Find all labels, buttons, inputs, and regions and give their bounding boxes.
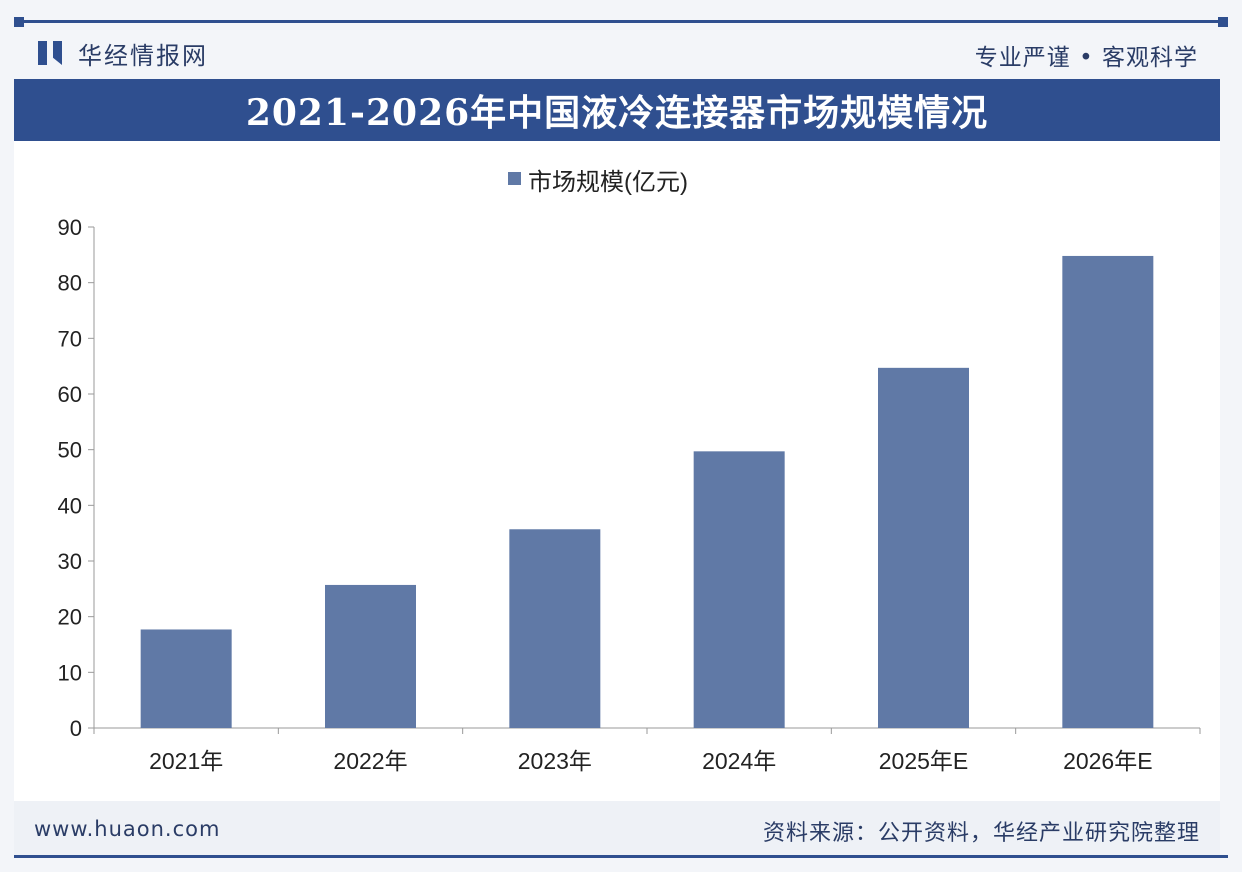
bar-2025年E	[878, 367, 969, 728]
bar-chart: 市场规模(亿元) 0 10 20 30 40 50 60 70 80 90 2021年 2022年 202…	[58, 169, 1201, 774]
bar-2022年	[325, 584, 416, 728]
title-bar: 2021-2026年中国液冷连接器市场规模情况	[14, 79, 1220, 141]
footer-source: 资料来源：公开资料，华经产业研究院整理	[762, 821, 1200, 846]
footer-url: www.huaon.com	[34, 817, 221, 841]
brand-logo-icon	[38, 41, 66, 65]
x-tick-label: 2025年E	[879, 748, 969, 774]
bar-2024年	[693, 451, 785, 728]
top-rule	[14, 16, 1228, 27]
y-tick-label: 80	[58, 271, 82, 296]
y-tick-label: 50	[58, 438, 82, 463]
bottom-rule	[14, 855, 1228, 858]
slogan: 专业严谨 • 客观科学	[974, 45, 1198, 71]
y-tick-label: 10	[58, 660, 82, 685]
x-tick-label: 2023年	[518, 748, 592, 774]
y-tick-label: 20	[58, 605, 82, 630]
brand-name: 华经情报网	[78, 41, 208, 70]
x-tick-label: 2022年	[333, 748, 407, 774]
chart-panel: 市场规模(亿元) 0 10 20 30 40 50 60 70 80 90 2021年 2022年 202…	[14, 141, 1220, 801]
x-tick-label: 2024年	[702, 748, 776, 774]
legend-label: 市场规模(亿元)	[528, 169, 688, 196]
brand: 华经情报网	[38, 38, 208, 70]
x-tick-label: 2026年E	[1063, 748, 1153, 774]
top-rule-dot-left	[14, 16, 24, 27]
y-tick-label: 0	[70, 716, 82, 741]
y-tick-label: 60	[58, 382, 82, 407]
bar-2023年	[509, 529, 601, 728]
footer: www.huaon.com 资料来源：公开资料，华经产业研究院整理	[14, 801, 1220, 857]
y-tick-label: 70	[58, 326, 82, 351]
legend-swatch	[508, 172, 521, 185]
x-tick-label: 2021年	[149, 748, 223, 774]
bar-2021年	[140, 629, 232, 728]
bar-2026年E	[1062, 255, 1154, 728]
y-tick-label: 30	[58, 549, 82, 574]
y-tick-label: 90	[58, 215, 82, 240]
top-rule-dot-right	[1218, 16, 1228, 27]
y-tick-label: 40	[58, 493, 82, 518]
chart-title: 2021-2026年中国液冷连接器市场规模情况	[245, 92, 989, 134]
